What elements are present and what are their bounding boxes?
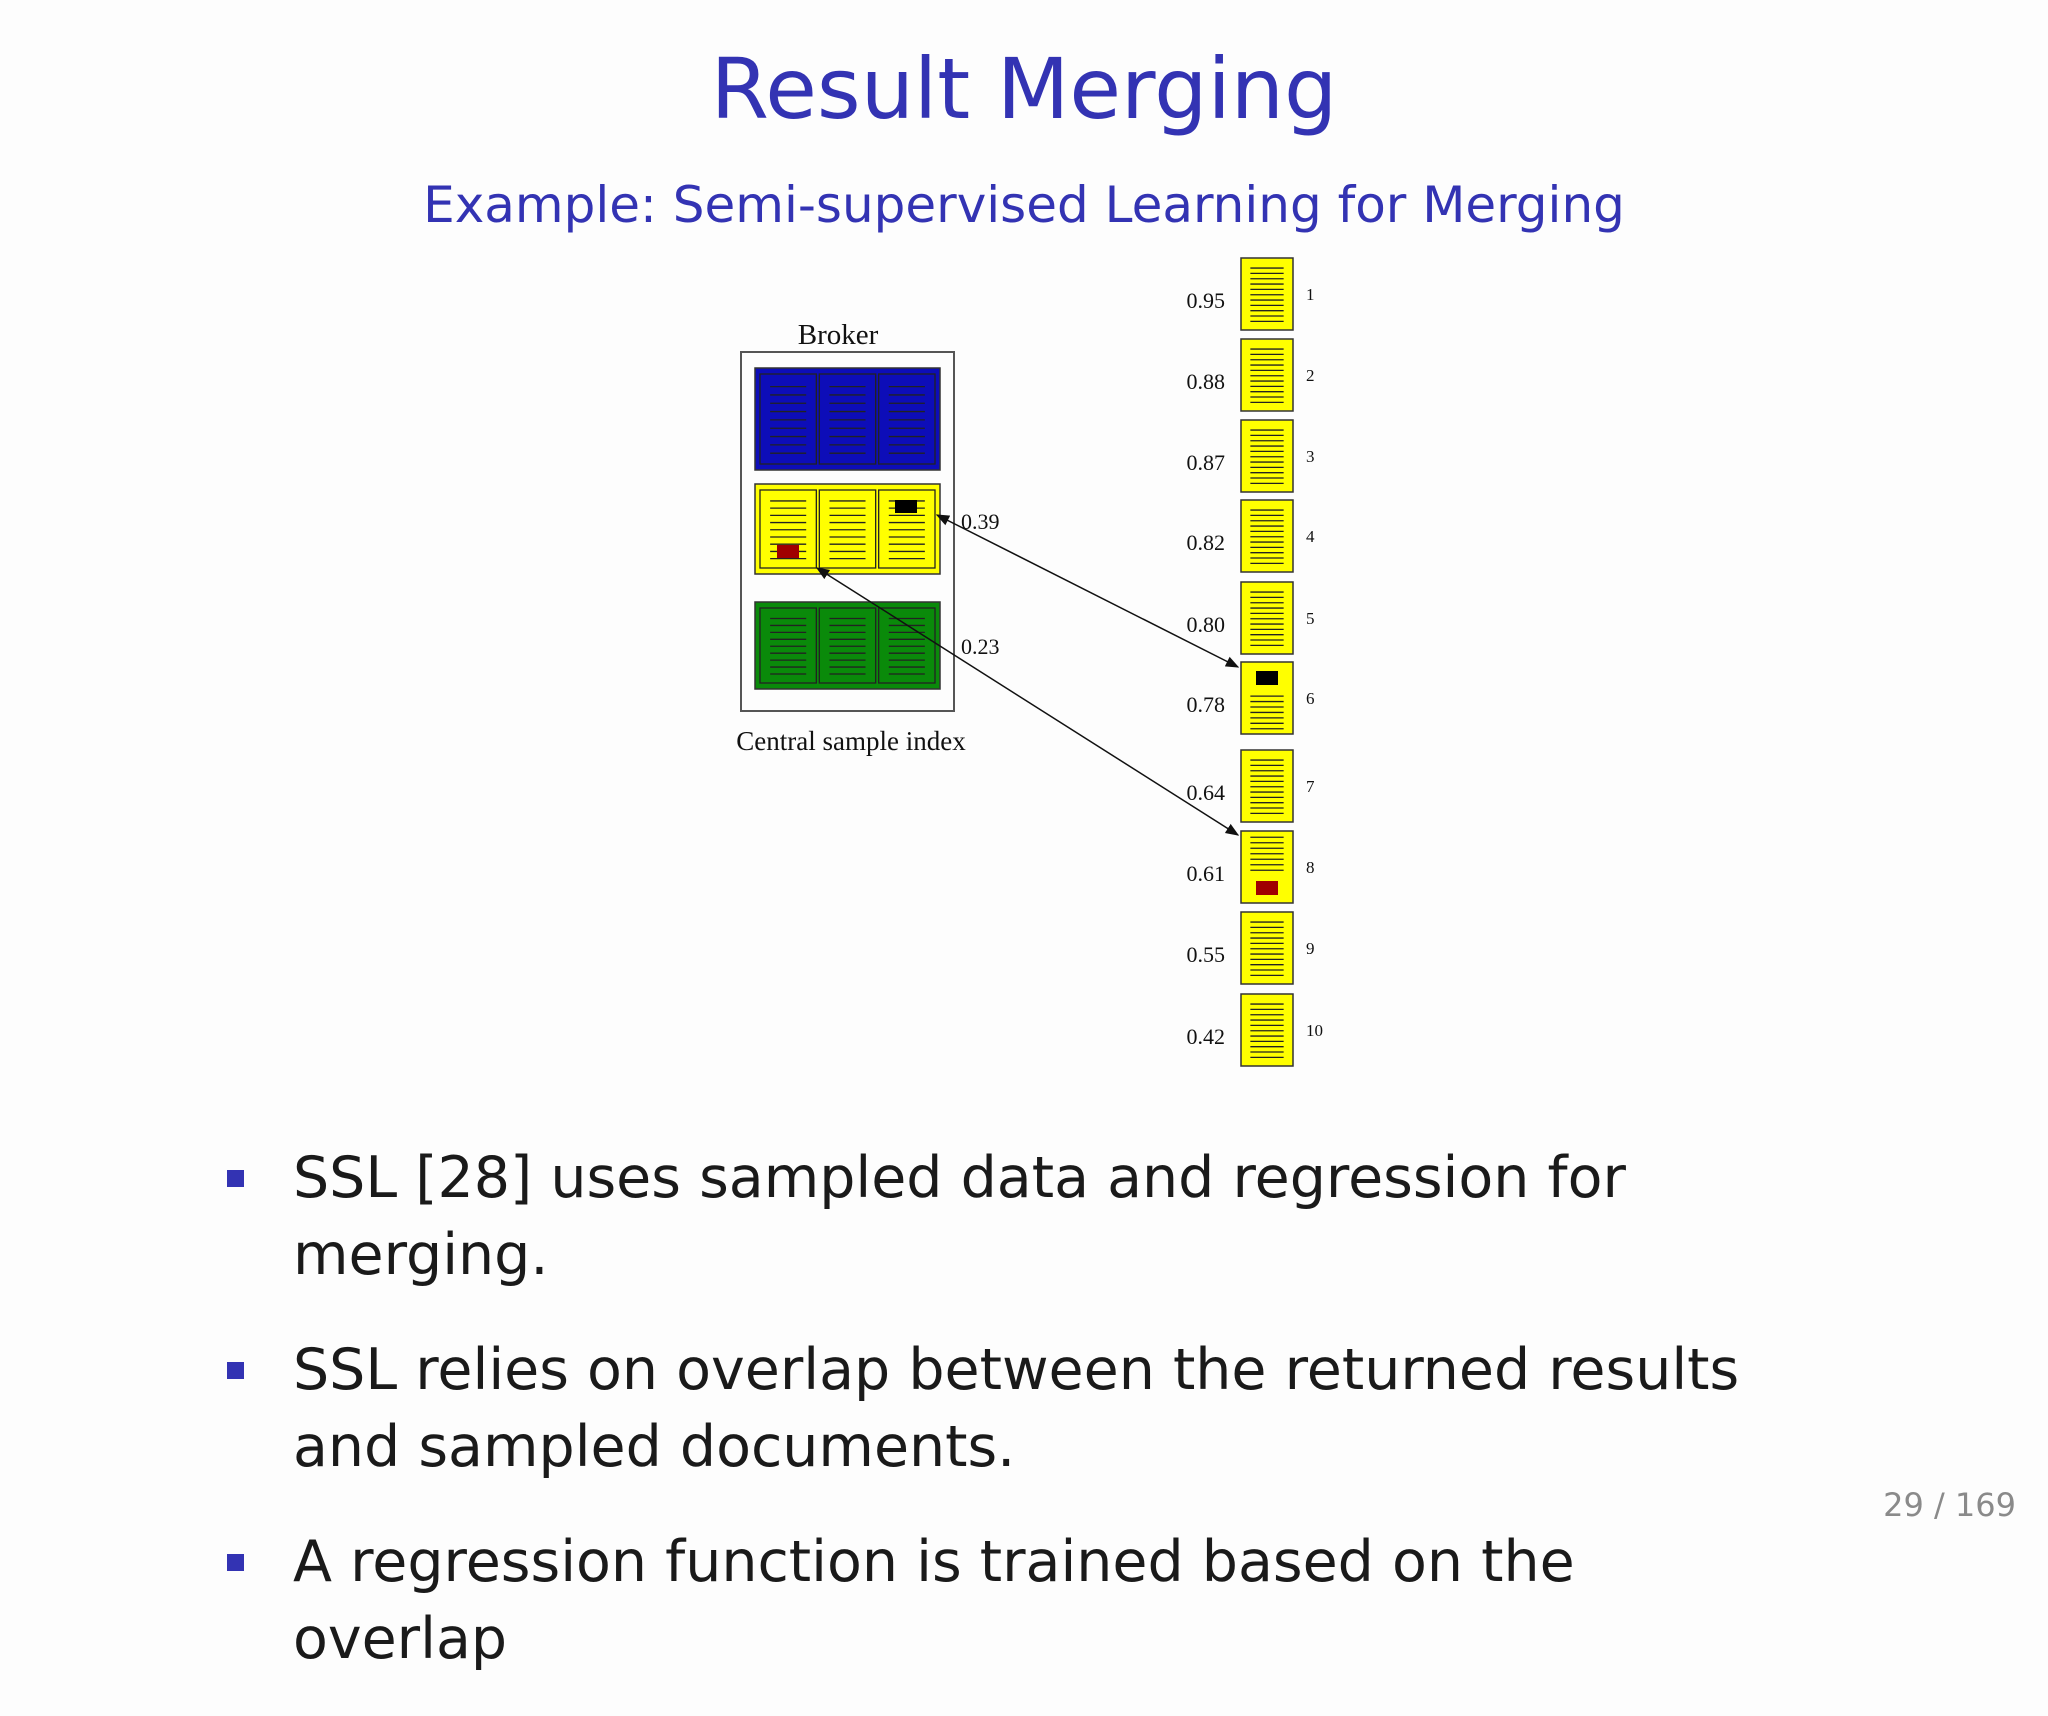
csi-document-icon [759, 373, 817, 465]
result-rank-7: 7 [1306, 777, 1315, 796]
result-document-5 [1240, 581, 1294, 655]
ssl-merging-diagram: Broker Central sample index 0.95 10.88 20.… [736, 257, 1323, 1067]
result-rank-5: 5 [1306, 609, 1315, 628]
mapping-score-0: 0.39 [961, 509, 1000, 534]
bullet-marker-icon [227, 1362, 244, 1379]
overlap-marker-black [1256, 671, 1278, 685]
result-document-1 [1240, 257, 1294, 331]
result-score-8: 0.61 [1187, 861, 1226, 886]
bullet-item: A regression function is trained based o… [220, 1524, 1780, 1678]
result-rank-9: 9 [1306, 939, 1315, 958]
result-score-6: 0.78 [1187, 692, 1226, 717]
result-document-7 [1240, 749, 1294, 823]
bullet-text: SSL relies on overlap between the return… [293, 1337, 1740, 1480]
overlap-marker-black [895, 500, 917, 513]
csi-document-icon [878, 373, 936, 465]
result-document-8 [1240, 830, 1294, 904]
bullet-item: SSL [28] uses sampled data and regressio… [220, 1140, 1780, 1294]
broker-label: Broker [798, 319, 879, 351]
result-rank-2: 2 [1306, 366, 1315, 385]
result-document-6 [1240, 661, 1294, 735]
result-document-4 [1240, 499, 1294, 573]
result-score-9: 0.55 [1187, 942, 1226, 967]
result-score-10: 0.42 [1187, 1024, 1226, 1049]
slide-subtitle: Example: Semi-supervised Learning for Me… [423, 176, 1625, 234]
csi-groups [754, 367, 941, 690]
csi-group-2 [754, 601, 941, 690]
result-score-3: 0.87 [1187, 450, 1226, 475]
csi-document-icon [818, 489, 877, 569]
result-rank-3: 3 [1306, 447, 1315, 466]
result-score-4: 0.82 [1187, 530, 1226, 555]
result-score-5: 0.80 [1187, 612, 1226, 637]
result-rank-8: 8 [1306, 858, 1315, 877]
csi-document-icon [759, 489, 817, 569]
result-document-3 [1240, 419, 1294, 493]
overlap-marker-red [777, 545, 799, 558]
slide-title: Result Merging [710, 40, 1338, 138]
bullet-text: SSL [28] uses sampled data and regressio… [293, 1145, 1626, 1288]
mapping-score-1: 0.23 [961, 634, 1000, 659]
result-score-7: 0.64 [1187, 780, 1226, 805]
result-score-2: 0.88 [1187, 369, 1226, 394]
mapping-arrow-rank8 [815, 567, 1240, 836]
csi-document-icon [818, 373, 877, 465]
csi-group-0 [754, 367, 941, 471]
result-rank-4: 4 [1306, 527, 1315, 546]
result-document-2 [1240, 338, 1294, 412]
bullet-marker-icon [227, 1554, 244, 1571]
result-document-10 [1240, 993, 1294, 1067]
result-rank-6: 6 [1306, 689, 1315, 708]
bullet-marker-icon [227, 1170, 244, 1187]
page-number: 29 / 169 [1883, 1486, 2016, 1524]
bullet-item: SSL relies on overlap between the return… [220, 1332, 1780, 1486]
bullet-list: SSL [28] uses sampled data and regressio… [220, 1140, 1780, 1716]
result-rank-10: 10 [1306, 1021, 1323, 1040]
central-sample-index-label: Central sample index [736, 726, 966, 756]
bullet-text: A regression function is trained based o… [293, 1529, 1575, 1672]
csi-group-1 [754, 483, 941, 575]
result-rank-1: 1 [1306, 285, 1315, 304]
result-score-1: 0.95 [1187, 288, 1226, 313]
result-list: 0.95 1 0.88 2 0.87 3 0.82 4 0.80 5 0.78 6 0.64 7 0.61 8… [1187, 257, 1323, 1067]
result-document-9 [1240, 911, 1294, 985]
overlap-marker-red [1256, 881, 1278, 895]
